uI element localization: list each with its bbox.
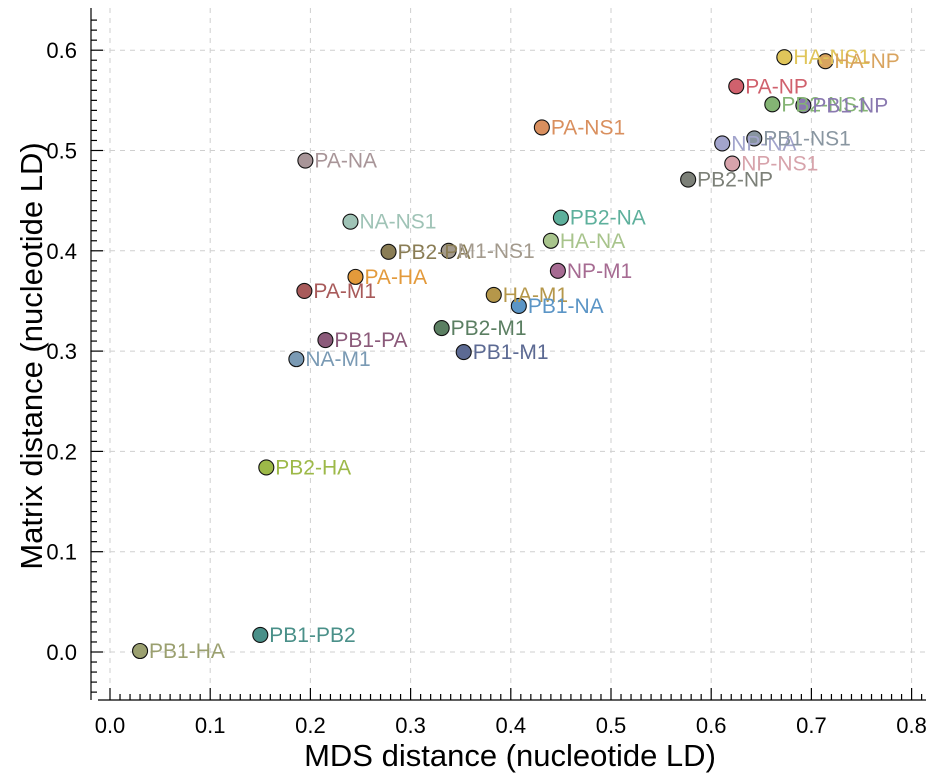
point-label: PB1-NS1: [763, 127, 851, 150]
x-tick-label: 0.6: [696, 713, 727, 738]
point-label: PB1-M1: [473, 341, 549, 364]
data-point: [795, 97, 812, 114]
data-point: [776, 49, 793, 66]
y-tick-label: 0.6: [46, 38, 77, 63]
point-label: PB2-PA: [398, 241, 471, 264]
point-label: NA-M1: [305, 348, 370, 371]
point-label: PB2-NS1: [781, 93, 869, 116]
y-tick-label: 0.3: [46, 339, 77, 364]
point-label: PB2-M1: [451, 317, 527, 340]
point-label: PA-NS1: [551, 116, 625, 139]
point-label: PB1-PB2: [269, 624, 355, 647]
point-label: HA-NP: [834, 50, 899, 73]
point-label: PB1-NP: [812, 94, 888, 117]
data-point: [724, 155, 741, 172]
data-point: [728, 78, 745, 95]
data-point: [455, 344, 472, 361]
data-point: [347, 268, 364, 285]
data-point: [552, 209, 569, 226]
data-point: [380, 243, 397, 260]
y-tick-label: 0.2: [46, 439, 77, 464]
point-label: PB2-HA: [275, 456, 351, 479]
data-point: [317, 332, 334, 349]
point-label: NP-NA: [731, 132, 796, 155]
point-label: HA-M1: [503, 284, 568, 307]
data-point: [342, 213, 359, 230]
data-point: [297, 152, 314, 169]
y-tick-label: 0.4: [46, 239, 77, 264]
x-tick-label: 0.2: [295, 713, 326, 738]
point-label: NP-M1: [567, 260, 632, 283]
data-point: [714, 135, 731, 152]
x-tick-label: 0.5: [596, 713, 627, 738]
data-point: [433, 319, 450, 337]
point-label: M1-NS1: [458, 240, 535, 263]
point-label: PA-NA: [314, 150, 377, 173]
y-tick-label: 0.0: [46, 640, 77, 665]
x-tick-label: 0.1: [195, 713, 226, 738]
data-point: [817, 53, 834, 70]
point-label: NA-NS1: [359, 211, 436, 234]
point-label: PB1-NA: [528, 295, 604, 318]
x-tick-label: 0.7: [796, 713, 827, 738]
x-tick-label: 0.8: [896, 713, 927, 738]
x-axis-title: MDS distance (nucleotide LD): [304, 738, 716, 773]
data-point: [132, 642, 149, 660]
point-label: PA-HA: [364, 266, 427, 289]
data-points: [132, 49, 834, 660]
data-point: [252, 626, 269, 643]
data-point: [746, 130, 763, 147]
x-tick-label: 0.0: [95, 713, 126, 738]
point-label: PA-M1: [313, 280, 376, 303]
point-label: PA-NP: [745, 75, 808, 98]
point-label: PB1-HA: [149, 640, 225, 663]
data-point: [680, 171, 697, 188]
y-axis-title: Matrix distance (nucleotide LD): [14, 142, 49, 569]
data-point: [764, 96, 781, 113]
x-tick-label: 0.4: [496, 713, 527, 738]
data-point: [440, 242, 457, 259]
data-point: [485, 286, 502, 303]
point-label: NP-NS1: [741, 153, 818, 176]
y-tick-label: 0.1: [46, 540, 77, 565]
data-point: [533, 119, 550, 136]
x-tick-label: 0.3: [395, 713, 426, 738]
data-point: [258, 459, 275, 476]
point-label: PB2-NA: [570, 207, 646, 230]
data-point: [542, 232, 559, 249]
data-point: [296, 282, 313, 299]
data-point: [549, 262, 566, 279]
point-label: PB1-PA: [334, 329, 407, 352]
axes: 0.0 0.1 0.2 0.3 0.4 0.5 0.6 0.7 0.8 0.0 0.1 0.2 0.3 0…: [46, 8, 927, 738]
y-tick-label: 0.5: [46, 139, 77, 164]
point-label: PB2-NP: [697, 169, 773, 192]
point-label: HA-NS1: [793, 46, 870, 69]
data-point: [288, 351, 305, 368]
point-label: HA-NA: [560, 230, 625, 253]
data-point: [510, 297, 527, 315]
